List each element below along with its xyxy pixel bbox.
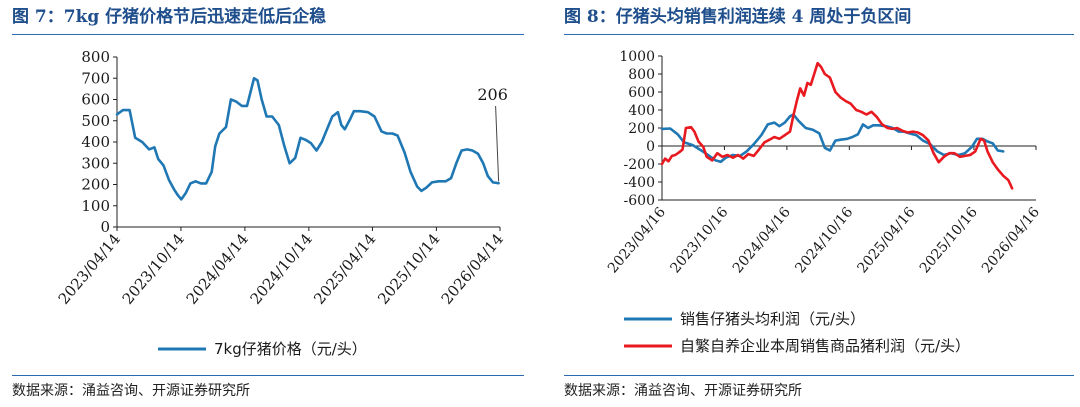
source-rule <box>12 375 524 376</box>
x-tick-label: 2023/10/14 <box>119 230 188 308</box>
series-line-1 <box>660 113 1005 164</box>
title-rule <box>12 34 524 35</box>
y-tick-label: 400 <box>81 133 110 151</box>
y-tick-label: 600 <box>628 85 655 101</box>
chart-left: 0 100 200 300 400 500 600 700 800 2023/04/142023/… <box>55 48 508 358</box>
x-tick-label: 2025/10/16 <box>917 204 981 276</box>
y-tick-label: 600 <box>81 91 110 109</box>
legend-label: 自繁自养企业本周销售商品猪利润（元/头） <box>680 337 970 355</box>
axes: -600-400-200020040060080010002023/04/162… <box>605 49 1043 276</box>
y-tick-label: -200 <box>624 157 655 173</box>
x-tick-label: 2025/10/14 <box>374 230 443 308</box>
x-tick-label: 2023/04/16 <box>605 204 669 276</box>
x-tick-label: 2023/04/14 <box>55 230 124 308</box>
legend: 销售仔猪头均利润（元/头） 自繁自养企业本周销售商品猪利润（元/头） <box>624 310 970 355</box>
y-tick-label: 0 <box>100 218 110 236</box>
chart-panel-right: 图 8：仔猪头均销售利润连续 4 周处于负区间 -600 -400 -200 0 200… <box>552 0 1080 407</box>
y-tick-label: -600 <box>624 193 655 209</box>
series-line-2 <box>660 61 1014 190</box>
x-tick-label: 2024/10/16 <box>792 204 856 276</box>
y-tick-label: 300 <box>81 154 110 172</box>
chart-title: 图 8：仔猪头均销售利润连续 4 周处于负区间 <box>564 7 912 27</box>
series-line-1 <box>115 76 500 201</box>
y-tick-label: 700 <box>81 69 110 87</box>
legend: 7kg仔猪价格（元/头） <box>158 340 367 358</box>
x-tick-label: 2026/04/14 <box>438 230 507 308</box>
y-tick-label: 800 <box>628 67 655 83</box>
axes: 0 100 200 300 400 500 600 700 800 2023/04/142023/… <box>55 48 507 308</box>
x-tick-label: 2023/10/16 <box>667 204 731 276</box>
x-tick-label: 2024/04/14 <box>183 230 252 308</box>
y-tick-label: 0 <box>646 139 655 155</box>
legend-label: 7kg仔猪价格（元/头） <box>214 340 367 358</box>
source-rule <box>564 375 1074 376</box>
legend-label: 销售仔猪头均利润（元/头） <box>680 310 865 328</box>
y-tick-label: 500 <box>81 112 110 130</box>
title-rule <box>564 34 1074 35</box>
x-tick-label: 2024/10/14 <box>247 230 316 308</box>
y-tick-label: 1000 <box>619 49 655 65</box>
x-tick-label: 2024/04/16 <box>730 204 794 276</box>
chart-right: -600-400-200020040060080010002023/04/162… <box>605 49 1043 355</box>
y-tick-label: -400 <box>624 175 655 191</box>
x-tick-label: 2025/04/14 <box>310 230 379 308</box>
x-tick-label: 2026/04/16 <box>979 204 1043 276</box>
x-tick-label: 2025/04/16 <box>854 204 918 276</box>
source-note: 数据来源：涌益咨询、开源证券研究所 <box>12 383 250 399</box>
y-tick-label: 200 <box>628 121 655 137</box>
y-tick-label: 100 <box>81 197 110 215</box>
chart-panel-left: 图 7：7kg 仔猪价格节后迅速走低后企稳 0 100 200 300 400 500 60… <box>0 0 530 407</box>
chart-title: 图 7：7kg 仔猪价格节后迅速走低后企稳 <box>12 7 327 27</box>
annotation-label: 206 <box>477 85 508 104</box>
source-note: 数据来源：涌益咨询、开源证券研究所 <box>564 383 802 399</box>
annotation-leader <box>495 105 500 182</box>
y-tick-label: 200 <box>81 176 110 194</box>
y-tick-label: 800 <box>81 48 110 66</box>
y-tick-label: 400 <box>628 103 655 119</box>
